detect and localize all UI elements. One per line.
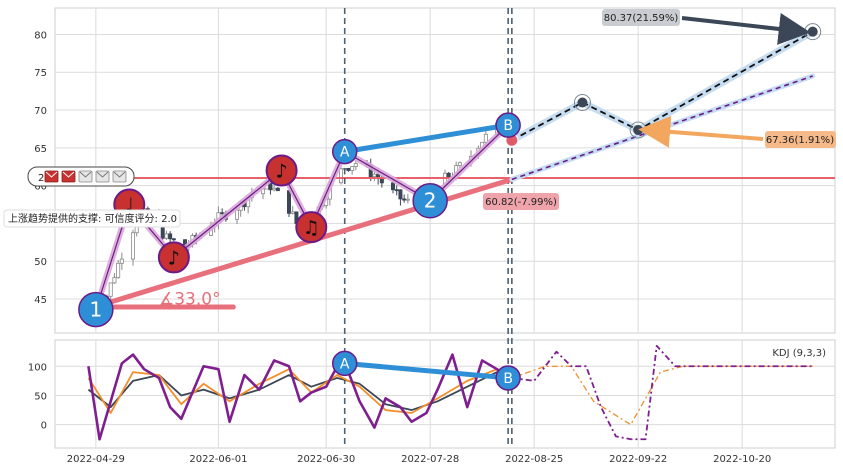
candle-body bbox=[272, 187, 277, 191]
kdj-pattern-point-marker bbox=[331, 350, 358, 377]
kdj-pattern-point-marker bbox=[495, 365, 521, 391]
candle-body bbox=[457, 162, 462, 166]
target-label-box bbox=[602, 9, 680, 26]
pattern-point-marker bbox=[412, 182, 448, 219]
pattern-point-marker bbox=[331, 138, 358, 165]
kdj-y-tick-label: 50 bbox=[34, 391, 47, 402]
y-tick-label: 70 bbox=[34, 106, 47, 117]
trend-ab-line bbox=[342, 122, 511, 155]
x-tick-label: 2022-08-25 bbox=[505, 454, 563, 465]
support-label: 上涨趋势提供的支撑: 可信度评分: 2.0 bbox=[8, 212, 177, 225]
target-arrow-middle bbox=[638, 115, 764, 148]
target-label-lower: 60.82(-7.99%) bbox=[485, 197, 557, 208]
x-tick-label: 2022-07-28 bbox=[401, 454, 459, 465]
note-marker bbox=[265, 154, 298, 187]
support-label-box bbox=[3, 209, 181, 228]
note-marker bbox=[157, 241, 190, 274]
target-arrow-upper bbox=[681, 13, 811, 45]
pattern-point-label: 1 bbox=[89, 298, 102, 322]
target-label-box bbox=[483, 193, 559, 210]
projection-node bbox=[807, 26, 818, 37]
angle-label: ∡33.0° bbox=[159, 290, 221, 310]
y-tick-label: 50 bbox=[34, 257, 47, 268]
projection-node bbox=[633, 124, 644, 135]
x-tick-label: 2022-06-01 bbox=[189, 454, 247, 465]
kdj-pattern-point-label: B bbox=[503, 371, 513, 387]
candle-body bbox=[379, 178, 384, 184]
kdj-trend-ab-line bbox=[342, 360, 511, 381]
candle-body bbox=[338, 168, 343, 184]
kdj-y-tick-label: 0 bbox=[41, 421, 47, 432]
candle-body bbox=[164, 233, 169, 239]
y-tick-label: 60 bbox=[34, 182, 47, 193]
pattern-point-marker bbox=[495, 112, 521, 138]
signal-badge-count: 2 bbox=[38, 173, 44, 184]
target-label-box bbox=[765, 131, 836, 148]
candle-body bbox=[220, 212, 225, 215]
candle-body bbox=[275, 187, 280, 192]
candle-body bbox=[168, 233, 173, 240]
candle-body bbox=[405, 198, 410, 201]
signal-badge-icon-mark bbox=[79, 171, 92, 178]
projection-node bbox=[577, 97, 588, 108]
y-tick-label: 45 bbox=[34, 295, 47, 306]
signal-badge-icon-mark bbox=[96, 171, 109, 178]
candle-body bbox=[483, 133, 488, 143]
kdj-y-tick-label: 100 bbox=[28, 362, 47, 373]
candle-body bbox=[390, 182, 395, 191]
candle-body bbox=[119, 258, 124, 264]
note-marker-symbol: ♩ bbox=[125, 195, 134, 217]
candle-body bbox=[398, 189, 403, 200]
grid-lines bbox=[55, 8, 835, 448]
pattern-point-label: B bbox=[503, 118, 513, 134]
candle-body bbox=[402, 198, 407, 201]
signal-badge-icon-mark bbox=[113, 171, 126, 178]
note-marker-symbol: ♫ bbox=[303, 217, 320, 239]
pattern-point-label: 2 bbox=[424, 189, 437, 213]
candle-body bbox=[286, 190, 291, 214]
candle-body bbox=[108, 282, 113, 297]
target-label-middle: 67.36(1.91%) bbox=[766, 135, 834, 146]
y-tick-label: 80 bbox=[34, 30, 47, 41]
projection-node-ring bbox=[573, 93, 591, 111]
target-label-upper: 80.37(21.59%) bbox=[604, 13, 679, 24]
kdj-lines: AB bbox=[87, 344, 813, 441]
kdj-pattern-point-label: A bbox=[340, 356, 350, 372]
projection-path bbox=[511, 30, 814, 142]
kdj-legend: KDJ (9,3,3) bbox=[772, 348, 826, 359]
signal-badge-icon-mark bbox=[45, 171, 58, 178]
note-marker-symbol: ♪ bbox=[276, 161, 288, 183]
kdj-j-projection bbox=[511, 344, 813, 441]
candle-body bbox=[234, 209, 239, 220]
lower-projection-line bbox=[511, 75, 813, 181]
kdj-j-line bbox=[87, 353, 509, 441]
candle-body bbox=[346, 168, 351, 171]
kdj-k-projection bbox=[511, 365, 813, 426]
candle-body bbox=[130, 232, 135, 260]
candle-body bbox=[112, 277, 117, 284]
pattern-point-marker bbox=[78, 291, 114, 328]
candle-body bbox=[353, 163, 358, 167]
candle-body bbox=[350, 166, 355, 171]
x-tick-label: 2022-10-20 bbox=[713, 454, 771, 465]
candle-body bbox=[116, 262, 121, 279]
note-marker-symbol: ♪ bbox=[168, 247, 180, 269]
note-marker bbox=[295, 211, 328, 244]
x-tick-label: 2022-09-22 bbox=[609, 454, 667, 465]
candle-body bbox=[290, 211, 295, 214]
candle-body bbox=[372, 173, 377, 178]
x-tick-label: 2022-06-30 bbox=[297, 454, 355, 465]
x-tick-label: 2022-04-29 bbox=[67, 454, 125, 465]
y-tick-label: 65 bbox=[34, 144, 47, 155]
candle-body bbox=[394, 189, 399, 192]
signal-badge-icon-mark bbox=[62, 171, 75, 178]
pattern-point-label: A bbox=[340, 145, 350, 161]
chart-labels: 45505560657075802022-04-292022-06-012022… bbox=[3, 9, 836, 465]
y-tick-label: 75 bbox=[34, 68, 47, 79]
candle-body bbox=[171, 238, 176, 241]
